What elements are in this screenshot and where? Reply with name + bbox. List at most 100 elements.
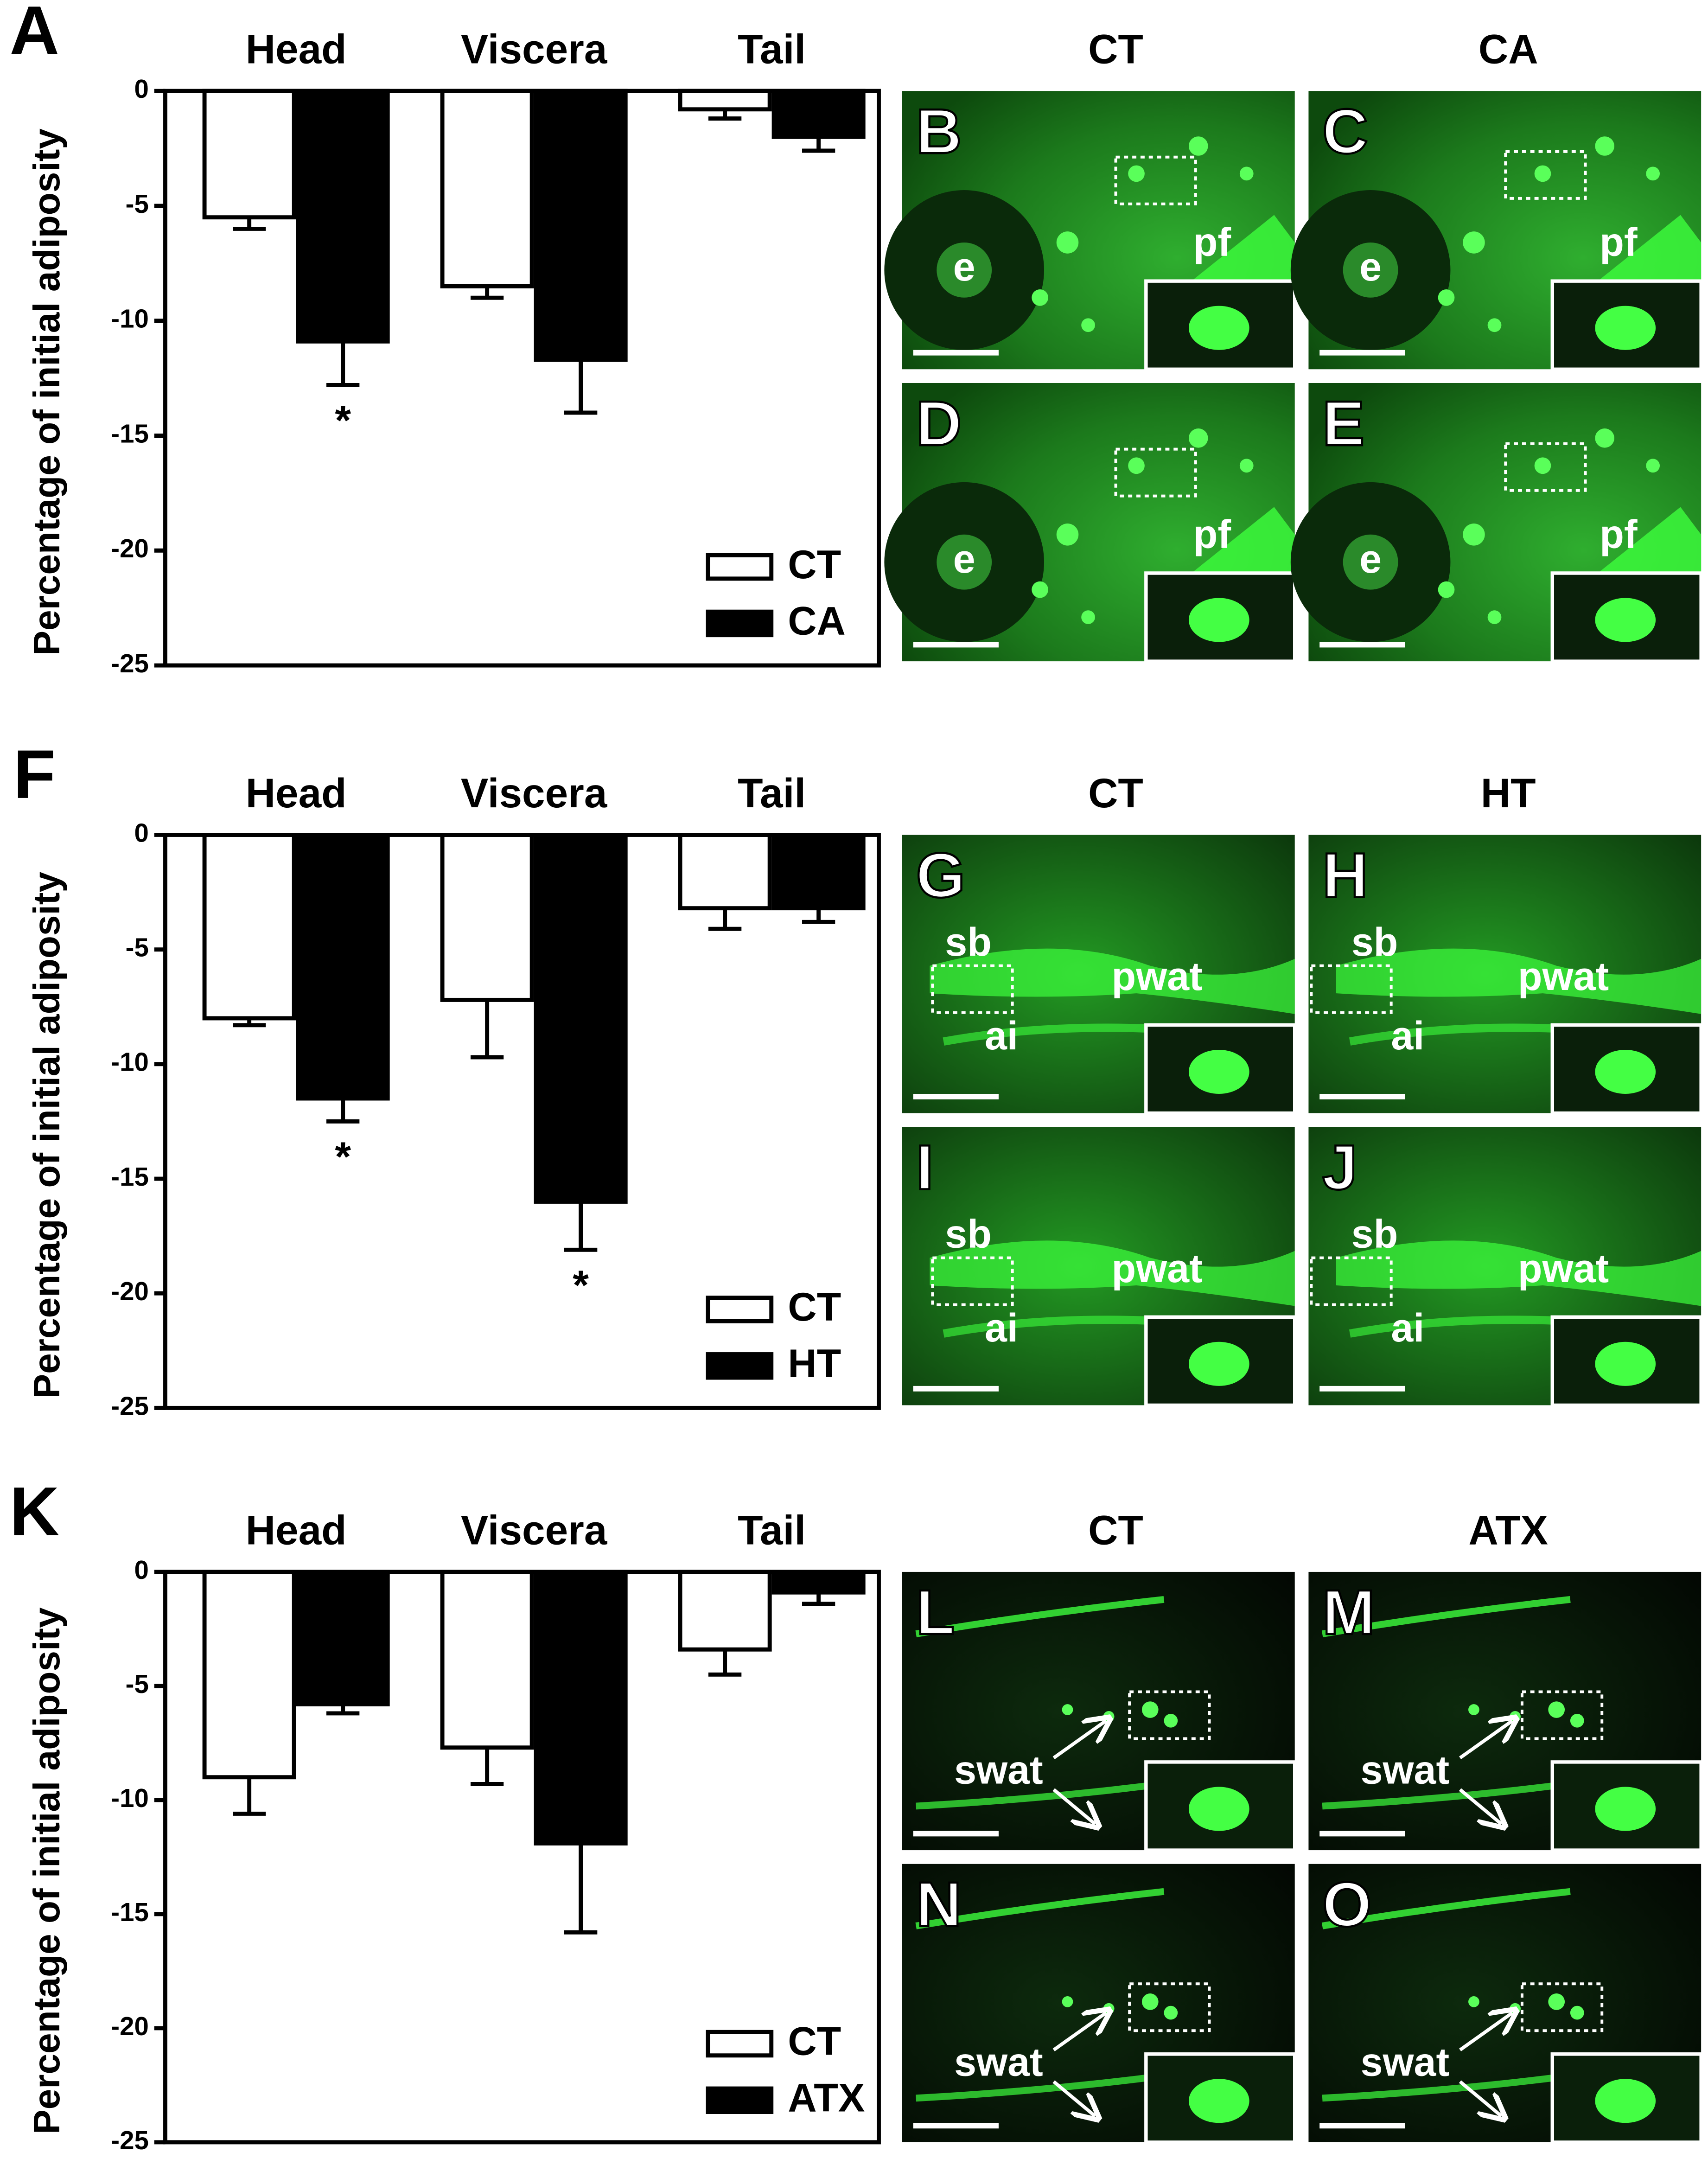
micrograph: Hsb pwat ai bbox=[1308, 835, 1703, 1115]
inset-droplet bbox=[1595, 1049, 1656, 1094]
inset-droplet bbox=[1595, 306, 1656, 350]
y-tick-label: -25 bbox=[111, 2126, 149, 2155]
column-header: CA bbox=[1479, 26, 1538, 72]
lipid-droplet bbox=[1595, 136, 1614, 156]
fat-tissue bbox=[930, 948, 1295, 1014]
annotation: pwat bbox=[1112, 1246, 1203, 1291]
lipid-droplet bbox=[1534, 165, 1551, 182]
panel-label: F bbox=[13, 736, 56, 813]
bar bbox=[771, 1570, 866, 1595]
legend-label: CT bbox=[788, 2019, 841, 2064]
annotation: sb bbox=[1351, 920, 1398, 964]
column-header: CT bbox=[1088, 1507, 1143, 1553]
bar bbox=[202, 833, 296, 1021]
roi-box bbox=[1128, 1690, 1211, 1740]
roi-box bbox=[1310, 1256, 1393, 1306]
category-label: Tail bbox=[738, 770, 806, 816]
bar bbox=[771, 833, 866, 911]
lipid-droplet bbox=[1548, 1701, 1565, 1718]
micrograph: Jsb pwat ai bbox=[1308, 1127, 1703, 1407]
fat-tissue bbox=[1336, 948, 1702, 1014]
category-label: Head bbox=[246, 770, 347, 816]
eye-lens bbox=[1343, 242, 1398, 298]
lipid-droplet bbox=[1188, 428, 1208, 448]
fat-streak bbox=[1321, 1596, 1571, 1637]
arrow bbox=[1052, 2080, 1095, 2116]
panel-label: M bbox=[1322, 1577, 1375, 1648]
lipid-droplet bbox=[1081, 610, 1095, 624]
panel-label: J bbox=[1322, 1131, 1357, 1202]
bar bbox=[534, 833, 628, 1204]
annotation: e bbox=[953, 537, 975, 581]
lipid-droplet bbox=[1438, 289, 1455, 306]
inset-droplet bbox=[1188, 306, 1249, 350]
y-axis-label: Percentage of initial adiposity bbox=[25, 872, 67, 1399]
inset-droplet bbox=[1595, 1341, 1656, 1386]
roi-box bbox=[1504, 150, 1587, 200]
legend-swatch bbox=[706, 2030, 774, 2058]
roi-box bbox=[1114, 155, 1197, 205]
lipid-droplet bbox=[1056, 231, 1079, 254]
annotation: pwat bbox=[1518, 954, 1609, 999]
micrograph: Ce pf bbox=[1290, 91, 1703, 371]
panel-label: E bbox=[1322, 388, 1364, 459]
y-tick-label: -5 bbox=[126, 189, 149, 218]
lipid-droplet bbox=[1239, 166, 1254, 181]
significance-marker: * bbox=[573, 1262, 589, 1308]
annotation: pwat bbox=[1112, 954, 1203, 999]
fat-streak bbox=[915, 1596, 1165, 1637]
micrograph: Isb pwat ai bbox=[902, 1127, 1297, 1407]
plot-frame bbox=[163, 89, 881, 668]
y-tick-label: -10 bbox=[111, 304, 149, 333]
lipid-droplet bbox=[1128, 457, 1145, 474]
lipid-droplet bbox=[1032, 289, 1048, 306]
annotation: sb bbox=[1351, 1212, 1398, 1257]
legend-swatch bbox=[706, 553, 774, 581]
annotation: ai bbox=[1391, 1306, 1424, 1350]
y-tick-label: -20 bbox=[111, 1277, 149, 1306]
lipid-droplet bbox=[1081, 318, 1095, 332]
y-tick-label: -5 bbox=[126, 933, 149, 962]
lipid-droplet bbox=[1468, 1996, 1479, 2007]
category-label: Viscera bbox=[461, 770, 608, 816]
annotation: ai bbox=[985, 1306, 1018, 1350]
lipid-droplet bbox=[1548, 1993, 1565, 2010]
inset-droplet bbox=[1188, 1787, 1249, 1831]
micrograph: De pf bbox=[884, 383, 1297, 663]
column-header: CT bbox=[1088, 770, 1143, 816]
fat-streak bbox=[1321, 1888, 1571, 1929]
y-tick-label: -10 bbox=[111, 1783, 149, 1813]
lipid-droplet bbox=[1438, 581, 1455, 598]
legend-label: CT bbox=[788, 543, 841, 587]
lipid-droplet bbox=[1646, 459, 1660, 473]
bar bbox=[678, 89, 772, 112]
panel-label: L bbox=[916, 1577, 955, 1648]
lipid-droplet bbox=[1487, 610, 1502, 624]
legend-swatch bbox=[706, 1352, 774, 1380]
y-axis-label: Percentage of initial adiposity bbox=[25, 1607, 67, 2134]
panel-label: K bbox=[10, 1473, 59, 1550]
inset-droplet bbox=[1595, 1787, 1656, 1831]
y-tick-label: -20 bbox=[111, 534, 149, 563]
bar bbox=[771, 89, 866, 139]
annotation: sb bbox=[945, 920, 992, 964]
plot-frame bbox=[163, 833, 881, 1410]
panel-label: G bbox=[916, 840, 965, 911]
lipid-droplet bbox=[1595, 428, 1614, 448]
arrow bbox=[1459, 2013, 1512, 2051]
legend-swatch bbox=[706, 1296, 774, 1323]
lipid-droplet bbox=[1570, 1713, 1584, 1728]
legend-label: CT bbox=[788, 1285, 841, 1329]
panel-label: N bbox=[916, 1869, 962, 1940]
annotation: ai bbox=[1391, 1014, 1424, 1058]
bar bbox=[440, 1570, 534, 1750]
fat-streak bbox=[916, 2074, 1151, 2102]
bar bbox=[534, 1570, 628, 1846]
roi-box bbox=[1504, 442, 1587, 492]
lipid-droplet bbox=[1463, 231, 1485, 254]
micrograph: Ee pf bbox=[1290, 383, 1703, 663]
annotation: swat bbox=[954, 2040, 1043, 2084]
lipid-droplet bbox=[1188, 136, 1208, 156]
